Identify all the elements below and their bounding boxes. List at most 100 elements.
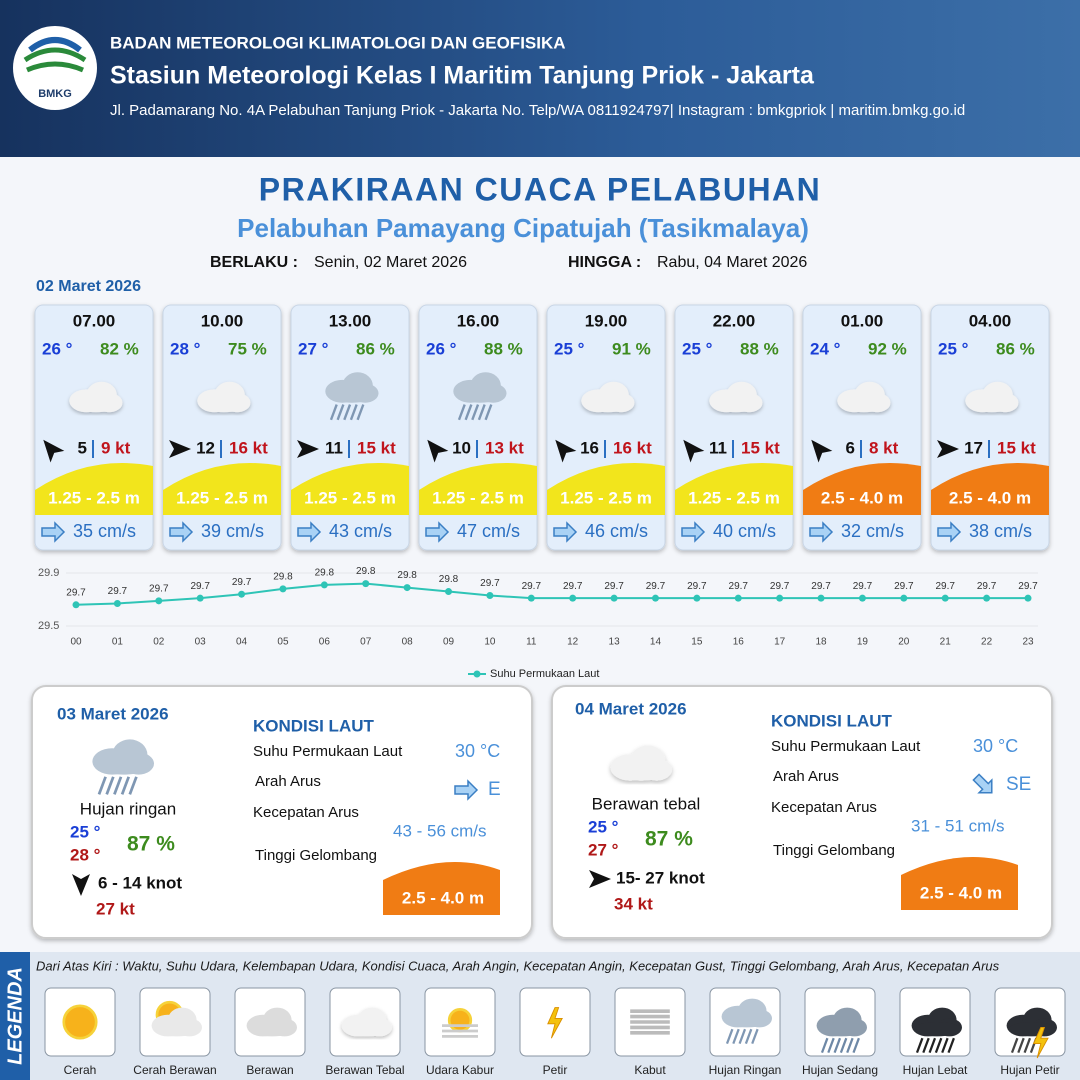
cloud — [723, 1013, 771, 1028]
sst-point — [941, 594, 949, 602]
speed-label: Kecepatan Arus — [253, 804, 359, 821]
current-arrow — [297, 521, 322, 543]
sst-point — [900, 594, 908, 602]
wind-arrow — [683, 439, 705, 463]
humidity: 92 % — [868, 339, 907, 358]
legend-bar — [0, 952, 30, 1080]
value-label: 29.7 — [66, 587, 86, 598]
weather-icon — [709, 381, 763, 413]
rain — [846, 1037, 854, 1053]
temp-min: 25 ° — [70, 822, 101, 841]
wind-speed: 5 — [78, 438, 87, 457]
to: Rabu, 04 Maret 2026 — [657, 254, 807, 271]
x-tick-label: 21 — [940, 637, 952, 648]
x-tick-label: 08 — [402, 637, 414, 648]
weather-icon — [325, 372, 379, 421]
sst-point — [983, 594, 991, 602]
sst-point — [610, 594, 618, 602]
sun — [62, 1004, 98, 1040]
dir: SE — [1006, 774, 1031, 795]
wave — [383, 862, 500, 915]
weather-icon — [581, 381, 635, 413]
gust: 15 kt — [997, 438, 1036, 457]
x-tick-label: 09 — [443, 637, 455, 648]
temperature: 26 ° — [42, 339, 73, 358]
temperature: 25 ° — [938, 339, 969, 358]
rain — [349, 404, 358, 421]
rain — [934, 1037, 943, 1053]
gust: 27 kt — [96, 899, 135, 918]
sst-point — [113, 599, 121, 607]
value-label: 29.7 — [480, 578, 500, 589]
x-tick-label: 23 — [1022, 637, 1034, 648]
sst-point — [527, 594, 535, 602]
legend-item: Hujan Ringan — [709, 1063, 782, 1077]
sst-point — [693, 594, 701, 602]
legend-label: Suhu Permukaan Laut — [490, 668, 599, 680]
humidity: 91 % — [612, 339, 651, 358]
cloud — [199, 397, 249, 413]
rain — [852, 1037, 860, 1053]
sst-label: Suhu Permukaan Laut — [253, 743, 403, 760]
value-label: 29.7 — [935, 581, 955, 592]
rain — [343, 404, 352, 421]
current-arrow — [937, 521, 962, 543]
to-label: HINGGA : — [568, 254, 641, 271]
agency: BADAN METEOROLOGI KLIMATOLOGI DAN GEOFIS… — [110, 33, 566, 52]
rain — [1023, 1037, 1032, 1053]
title: PRAKIRAAN CUACA PELABUHAN — [259, 171, 822, 207]
current-arrow — [809, 521, 834, 543]
gust: 16 kt — [613, 438, 652, 457]
sst-point — [238, 590, 246, 598]
logo-mark — [23, 47, 87, 73]
rain — [928, 1037, 937, 1053]
legend-item: Kabut — [634, 1063, 666, 1077]
from: Senin, 02 Maret 2026 — [314, 254, 467, 271]
rain — [915, 1037, 924, 1053]
current-speed: 35 cm/s — [73, 521, 136, 541]
temperature: 24 ° — [810, 339, 841, 358]
legend-item: Berawan — [246, 1063, 293, 1077]
time: 19.00 — [585, 311, 628, 330]
current-speed: 40 cm/s — [713, 521, 776, 541]
legend-item: Hujan Petir — [1000, 1063, 1059, 1077]
value-label: 29.7 — [604, 581, 624, 592]
wave — [35, 463, 153, 515]
dir-label: Arah Arus — [773, 768, 839, 785]
weather-icon — [547, 1007, 563, 1039]
time: 01.00 — [841, 311, 884, 330]
wave — [931, 463, 1049, 515]
sst-point — [320, 581, 328, 589]
x-tick-label: 00 — [70, 637, 82, 648]
condition: Hujan ringan — [80, 799, 176, 818]
value-label: 29.8 — [439, 574, 459, 585]
humidity: 87 % — [127, 833, 175, 856]
rain — [941, 1037, 949, 1053]
x-tick-label: 02 — [153, 637, 165, 648]
cloud — [711, 397, 761, 413]
weather-icon — [62, 1004, 98, 1040]
wave-label: Tinggi Gelombang — [255, 847, 377, 864]
x-tick-label: 13 — [609, 637, 621, 648]
rain — [356, 404, 365, 421]
value-label: 29.7 — [853, 581, 873, 592]
x-tick-label: 01 — [112, 637, 124, 648]
wave — [803, 463, 921, 515]
value-label: 29.7 — [563, 581, 583, 592]
wind-arrow — [555, 439, 577, 463]
current-speed: 43 cm/s — [329, 521, 392, 541]
sun — [447, 1008, 473, 1033]
value-label: 29.7 — [232, 577, 252, 588]
value-label: 29.7 — [1018, 581, 1038, 592]
sst-point — [72, 601, 80, 609]
sst-point — [403, 584, 411, 592]
value-label: 29.7 — [646, 581, 666, 592]
value-label: 29.7 — [522, 581, 542, 592]
sst-point — [776, 594, 784, 602]
value-label: 29.7 — [729, 581, 749, 592]
time: 13.00 — [329, 311, 372, 330]
cloud — [913, 1022, 961, 1037]
wind-speed: 11 — [709, 438, 727, 457]
value-label: 29.7 — [811, 581, 831, 592]
